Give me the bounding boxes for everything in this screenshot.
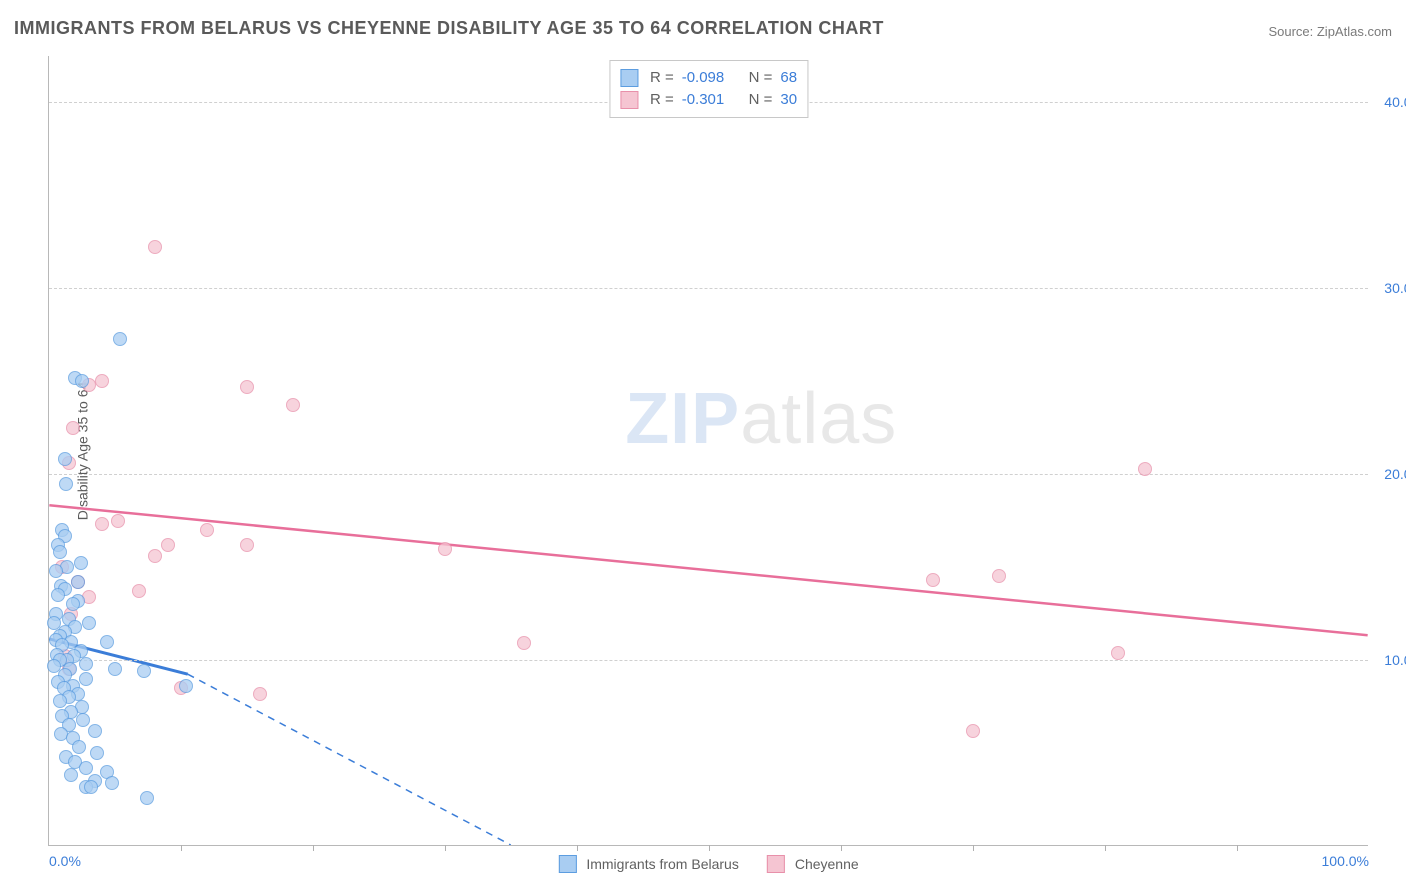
point-belarus bbox=[82, 616, 96, 630]
point-cheyenne bbox=[1138, 462, 1152, 476]
gridline-y bbox=[49, 660, 1368, 661]
trend-line bbox=[188, 674, 511, 845]
x-tick bbox=[1237, 845, 1238, 851]
point-belarus bbox=[84, 780, 98, 794]
point-cheyenne bbox=[253, 687, 267, 701]
n-label: N = bbox=[749, 67, 773, 89]
r-label: R = bbox=[650, 67, 674, 89]
n-label: N = bbox=[749, 89, 773, 111]
trend-lines bbox=[49, 56, 1368, 845]
series-legend: Immigrants from Belarus Cheyenne bbox=[558, 855, 858, 873]
point-cheyenne bbox=[161, 538, 175, 552]
n-value-belarus: 68 bbox=[780, 67, 797, 89]
point-cheyenne bbox=[66, 421, 80, 435]
r-label: R = bbox=[650, 89, 674, 111]
point-belarus bbox=[64, 768, 78, 782]
gridline-y bbox=[49, 288, 1368, 289]
point-belarus bbox=[79, 657, 93, 671]
point-belarus bbox=[53, 545, 67, 559]
legend-label-cheyenne: Cheyenne bbox=[795, 856, 859, 872]
x-tick bbox=[445, 845, 446, 851]
r-value-cheyenne: -0.301 bbox=[682, 89, 725, 111]
point-belarus bbox=[72, 740, 86, 754]
point-cheyenne bbox=[148, 240, 162, 254]
x-tick bbox=[1105, 845, 1106, 851]
gridline-y bbox=[49, 474, 1368, 475]
point-cheyenne bbox=[200, 523, 214, 537]
point-belarus bbox=[49, 564, 63, 578]
point-belarus bbox=[58, 452, 72, 466]
plot-area: ZIPatlas Disability Age 35 to 64 R = -0.… bbox=[48, 56, 1368, 846]
n-value-cheyenne: 30 bbox=[780, 89, 797, 111]
point-cheyenne bbox=[240, 538, 254, 552]
y-tick-label: 30.0% bbox=[1384, 280, 1406, 296]
source-attribution: Source: ZipAtlas.com bbox=[1268, 24, 1392, 39]
point-belarus bbox=[66, 597, 80, 611]
point-belarus bbox=[51, 588, 65, 602]
point-belarus bbox=[108, 662, 122, 676]
x-tick bbox=[313, 845, 314, 851]
trend-line bbox=[49, 505, 1367, 635]
swatch-cheyenne bbox=[767, 855, 785, 873]
point-belarus bbox=[113, 332, 127, 346]
point-cheyenne bbox=[966, 724, 980, 738]
x-tick bbox=[577, 845, 578, 851]
legend-item-cheyenne: Cheyenne bbox=[767, 855, 859, 873]
point-cheyenne bbox=[1111, 646, 1125, 660]
x-tick-label: 0.0% bbox=[49, 853, 81, 869]
watermark-atlas: atlas bbox=[740, 379, 897, 459]
y-tick-label: 40.0% bbox=[1384, 94, 1406, 110]
legend-label-belarus: Immigrants from Belarus bbox=[586, 856, 738, 872]
point-belarus bbox=[76, 713, 90, 727]
watermark: ZIPatlas bbox=[625, 378, 897, 460]
x-tick bbox=[181, 845, 182, 851]
x-tick bbox=[973, 845, 974, 851]
point-belarus bbox=[137, 664, 151, 678]
point-belarus bbox=[60, 560, 74, 574]
correlation-legend: R = -0.098 N = 68 R = -0.301 N = 30 bbox=[609, 60, 808, 118]
y-tick-label: 20.0% bbox=[1384, 466, 1406, 482]
swatch-belarus bbox=[620, 69, 638, 87]
point-cheyenne bbox=[95, 374, 109, 388]
point-belarus bbox=[88, 724, 102, 738]
x-tick bbox=[709, 845, 710, 851]
point-belarus bbox=[105, 776, 119, 790]
point-cheyenne bbox=[992, 569, 1006, 583]
point-belarus bbox=[74, 556, 88, 570]
point-cheyenne bbox=[517, 636, 531, 650]
watermark-zip: ZIP bbox=[625, 379, 740, 459]
point-belarus bbox=[53, 694, 67, 708]
point-belarus bbox=[75, 374, 89, 388]
point-belarus bbox=[100, 635, 114, 649]
point-cheyenne bbox=[240, 380, 254, 394]
point-belarus bbox=[140, 791, 154, 805]
y-axis-label: Disability Age 35 to 64 bbox=[74, 381, 90, 520]
point-belarus bbox=[79, 672, 93, 686]
swatch-cheyenne bbox=[620, 91, 638, 109]
point-belarus bbox=[59, 477, 73, 491]
r-value-belarus: -0.098 bbox=[682, 67, 725, 89]
y-tick-label: 10.0% bbox=[1384, 652, 1406, 668]
point-cheyenne bbox=[926, 573, 940, 587]
swatch-belarus bbox=[558, 855, 576, 873]
point-cheyenne bbox=[95, 517, 109, 531]
plot-container: ZIPatlas Disability Age 35 to 64 R = -0.… bbox=[48, 56, 1368, 846]
x-tick-label: 100.0% bbox=[1322, 853, 1369, 869]
point-belarus bbox=[79, 761, 93, 775]
point-cheyenne bbox=[148, 549, 162, 563]
point-belarus bbox=[71, 575, 85, 589]
point-cheyenne bbox=[132, 584, 146, 598]
x-tick bbox=[841, 845, 842, 851]
corr-row-cheyenne: R = -0.301 N = 30 bbox=[620, 89, 797, 111]
legend-item-belarus: Immigrants from Belarus bbox=[558, 855, 738, 873]
point-belarus bbox=[179, 679, 193, 693]
chart-title: IMMIGRANTS FROM BELARUS VS CHEYENNE DISA… bbox=[14, 18, 884, 39]
point-cheyenne bbox=[286, 398, 300, 412]
point-cheyenne bbox=[438, 542, 452, 556]
corr-row-belarus: R = -0.098 N = 68 bbox=[620, 67, 797, 89]
point-cheyenne bbox=[111, 514, 125, 528]
point-belarus bbox=[90, 746, 104, 760]
